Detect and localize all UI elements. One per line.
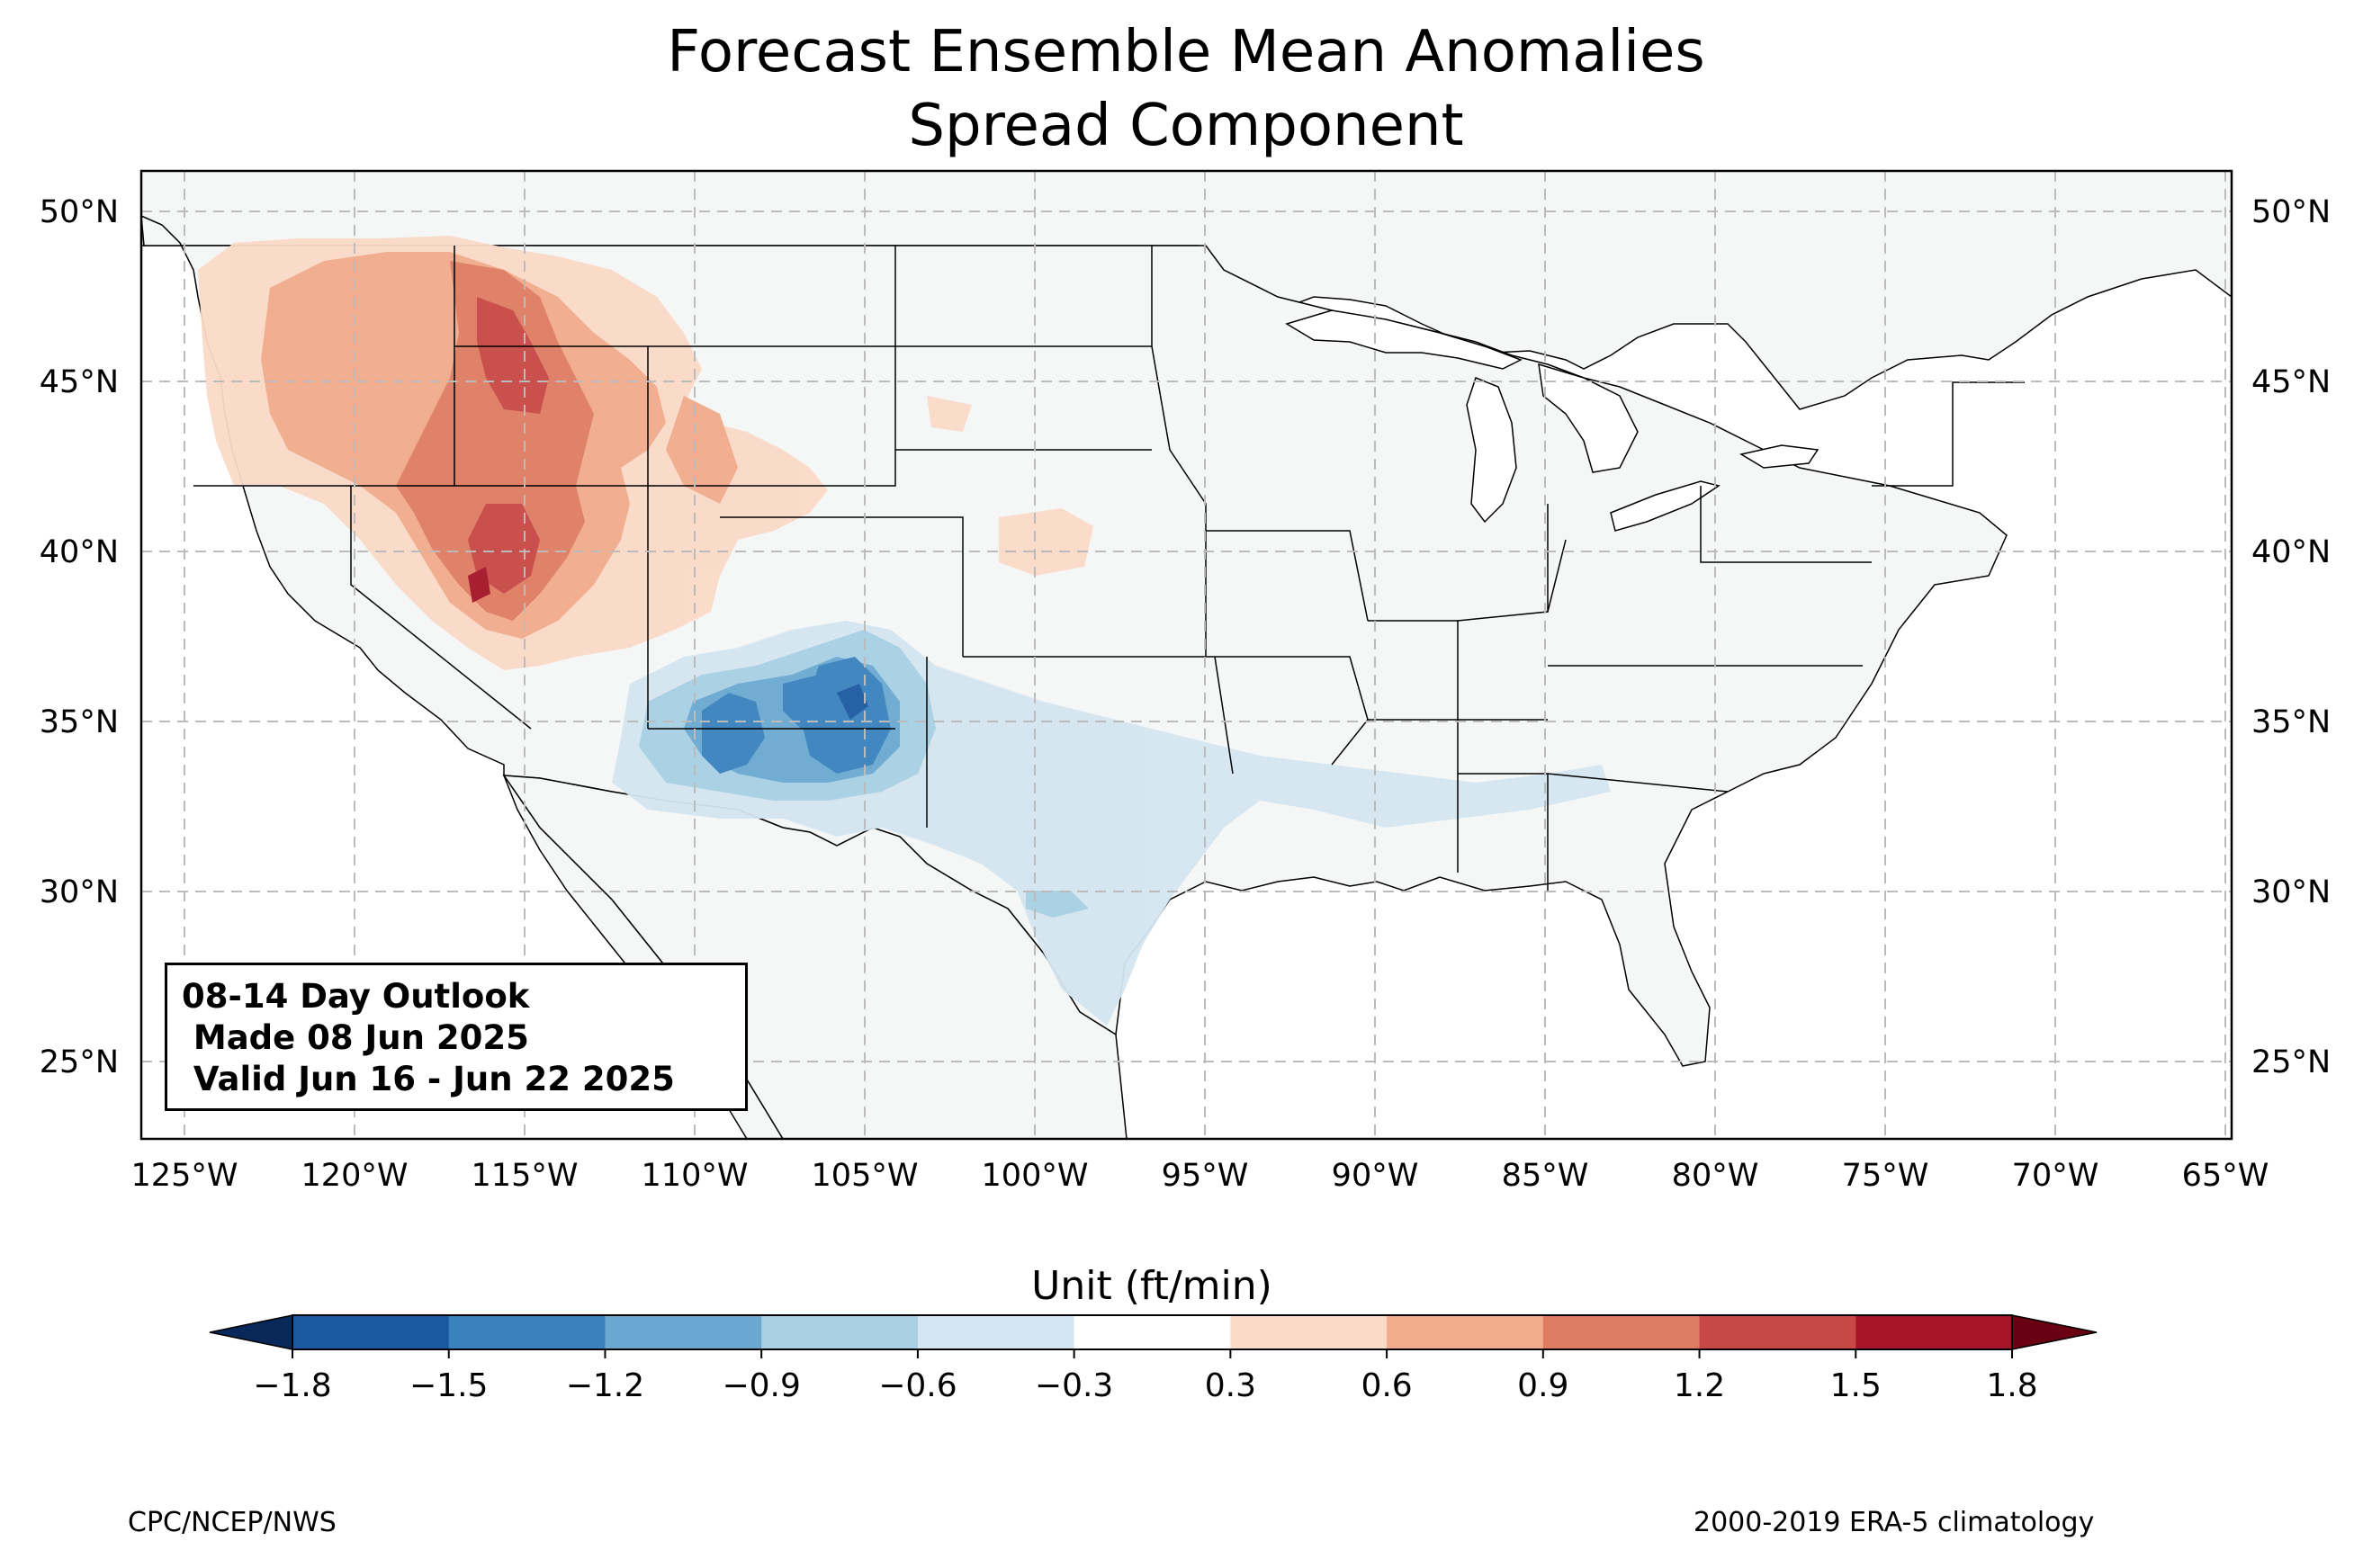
footer-climatology-note: 2000-2019 ERA-5 climatology — [1694, 1507, 2095, 1538]
anomaly-neg-1.2-southwest — [702, 657, 891, 774]
state-borders — [193, 246, 2025, 891]
lon-tick-70w: 70°W — [2012, 1158, 2099, 1194]
lake-michigan — [1466, 377, 1517, 524]
lake-huron — [1538, 363, 1639, 473]
lat-tick-25n-right: 25°N — [2251, 1044, 2331, 1080]
anomaly-1.2-west — [468, 297, 549, 594]
colorbar-segment — [1855, 1315, 2013, 1349]
colorbar-tick-label: 1.5 — [1830, 1367, 1882, 1404]
lat-tick-40n-left: 40°N — [40, 534, 119, 570]
colorbar-segment — [1387, 1315, 1544, 1349]
lat-tick-50n-left: 50°N — [40, 194, 119, 230]
lat-axis-labels-right: 25°N 30°N 35°N 40°N 45°N 50°N — [2251, 194, 2331, 1080]
colorbar: −1.8 −1.5 −1.2 −0.9 −0.6 −0.3 0.3 0.6 0.9 1.2 1.5 1… — [209, 1314, 2098, 1404]
anomaly-0.3-kansas — [999, 508, 1093, 576]
lat-tick-45n-left: 45°N — [40, 364, 119, 400]
colorbar-segment — [605, 1315, 762, 1349]
lake-erie — [1610, 480, 1721, 532]
positive-anomaly-contours — [198, 236, 1093, 670]
map-title-line-2: Spread Component — [908, 93, 1464, 159]
lat-axis-labels-left: 25°N 30°N 35°N 40°N 45°N 50°N — [40, 194, 119, 1080]
outlook-info-box: 08-14 Day Outlook Made 08 Jun 2025 Valid… — [165, 963, 748, 1111]
lon-tick-65w: 65°W — [2182, 1158, 2269, 1194]
colorbar-segment — [1542, 1315, 1701, 1349]
colorbar-tick-label: −1.5 — [409, 1367, 488, 1404]
lon-tick-90w: 90°W — [1332, 1158, 1419, 1194]
colorbar-tick-label: −0.3 — [1035, 1367, 1113, 1404]
colorbar-tick-label: 1.2 — [1674, 1367, 1725, 1404]
colorbar-tick-label: −1.2 — [566, 1367, 644, 1404]
colorbar-tick-label: 1.8 — [1986, 1367, 2037, 1404]
colorbar-segment — [292, 1315, 450, 1349]
colorbar-under-arrow — [209, 1314, 293, 1350]
colorbar-segment — [761, 1315, 919, 1349]
colorbar-segment — [448, 1315, 606, 1349]
colorbar-segment — [1230, 1315, 1388, 1349]
anomaly-0.6-wyoming-colorado — [666, 396, 738, 504]
lon-tick-105w: 105°W — [812, 1158, 919, 1194]
colorbar-tick-label: −1.8 — [253, 1367, 331, 1404]
lake-ontario — [1739, 444, 1819, 469]
anomaly-0.3-southdakota — [927, 396, 972, 432]
lon-axis-labels: 125°W 120°W 115°W 110°W 105°W 100°W 95°W… — [131, 1158, 2269, 1194]
anomaly-1.5-west — [468, 567, 490, 603]
lon-tick-100w: 100°W — [982, 1158, 1089, 1194]
colorbar-frame — [292, 1314, 2013, 1350]
lat-tick-40n-right: 40°N — [2251, 534, 2331, 570]
colorbar-over-arrow — [2011, 1314, 2098, 1350]
map-title-line-1: Forecast Ensemble Mean Anomalies — [667, 19, 1705, 85]
colorbar-tick-label: −0.6 — [878, 1367, 957, 1404]
lon-tick-110w: 110°W — [642, 1158, 749, 1194]
lat-tick-30n-right: 30°N — [2251, 874, 2331, 910]
lat-tick-45n-right: 45°N — [2251, 364, 2331, 400]
colorbar-tick-label: 0.3 — [1205, 1367, 1256, 1404]
colorbar-unit-label: Unit (ft/min) — [1031, 1263, 1272, 1309]
outlook-period: 08-14 Day Outlook — [182, 977, 530, 1016]
anomaly-0.9-west — [396, 261, 594, 621]
map-frame — [139, 169, 2233, 1141]
lat-tick-30n-left: 30°N — [40, 874, 119, 910]
lon-tick-115w: 115°W — [472, 1158, 579, 1194]
outlook-made-date: Made 08 Jun 2025 — [182, 1018, 529, 1057]
lon-tick-75w: 75°W — [1842, 1158, 1929, 1194]
lon-tick-85w: 85°W — [1502, 1158, 1589, 1194]
lat-tick-50n-right: 50°N — [2251, 194, 2331, 230]
footer-source-credit: CPC/NCEP/NWS — [128, 1507, 337, 1538]
colorbar-tick-label: 0.9 — [1517, 1367, 1568, 1404]
lake-superior — [1285, 309, 1523, 370]
colorbar-segment — [917, 1315, 1075, 1349]
lat-tick-35n-left: 35°N — [40, 704, 119, 740]
lon-tick-80w: 80°W — [1672, 1158, 1759, 1194]
anomaly-neg-1.5-southwest — [837, 684, 868, 720]
colorbar-segment — [1699, 1315, 1856, 1349]
lon-tick-120w: 120°W — [301, 1158, 409, 1194]
lon-tick-95w: 95°W — [1162, 1158, 1249, 1194]
colorbar-tick-label: −0.9 — [722, 1367, 800, 1404]
lat-tick-25n-left: 25°N — [40, 1044, 119, 1080]
colorbar-segment — [1074, 1315, 1231, 1349]
lat-tick-35n-right: 35°N — [2251, 704, 2331, 740]
colorbar-tick-label: 0.6 — [1361, 1367, 1412, 1404]
outlook-valid-range: Valid Jun 16 - Jun 22 2025 — [182, 1060, 675, 1098]
lon-tick-125w: 125°W — [131, 1158, 238, 1194]
